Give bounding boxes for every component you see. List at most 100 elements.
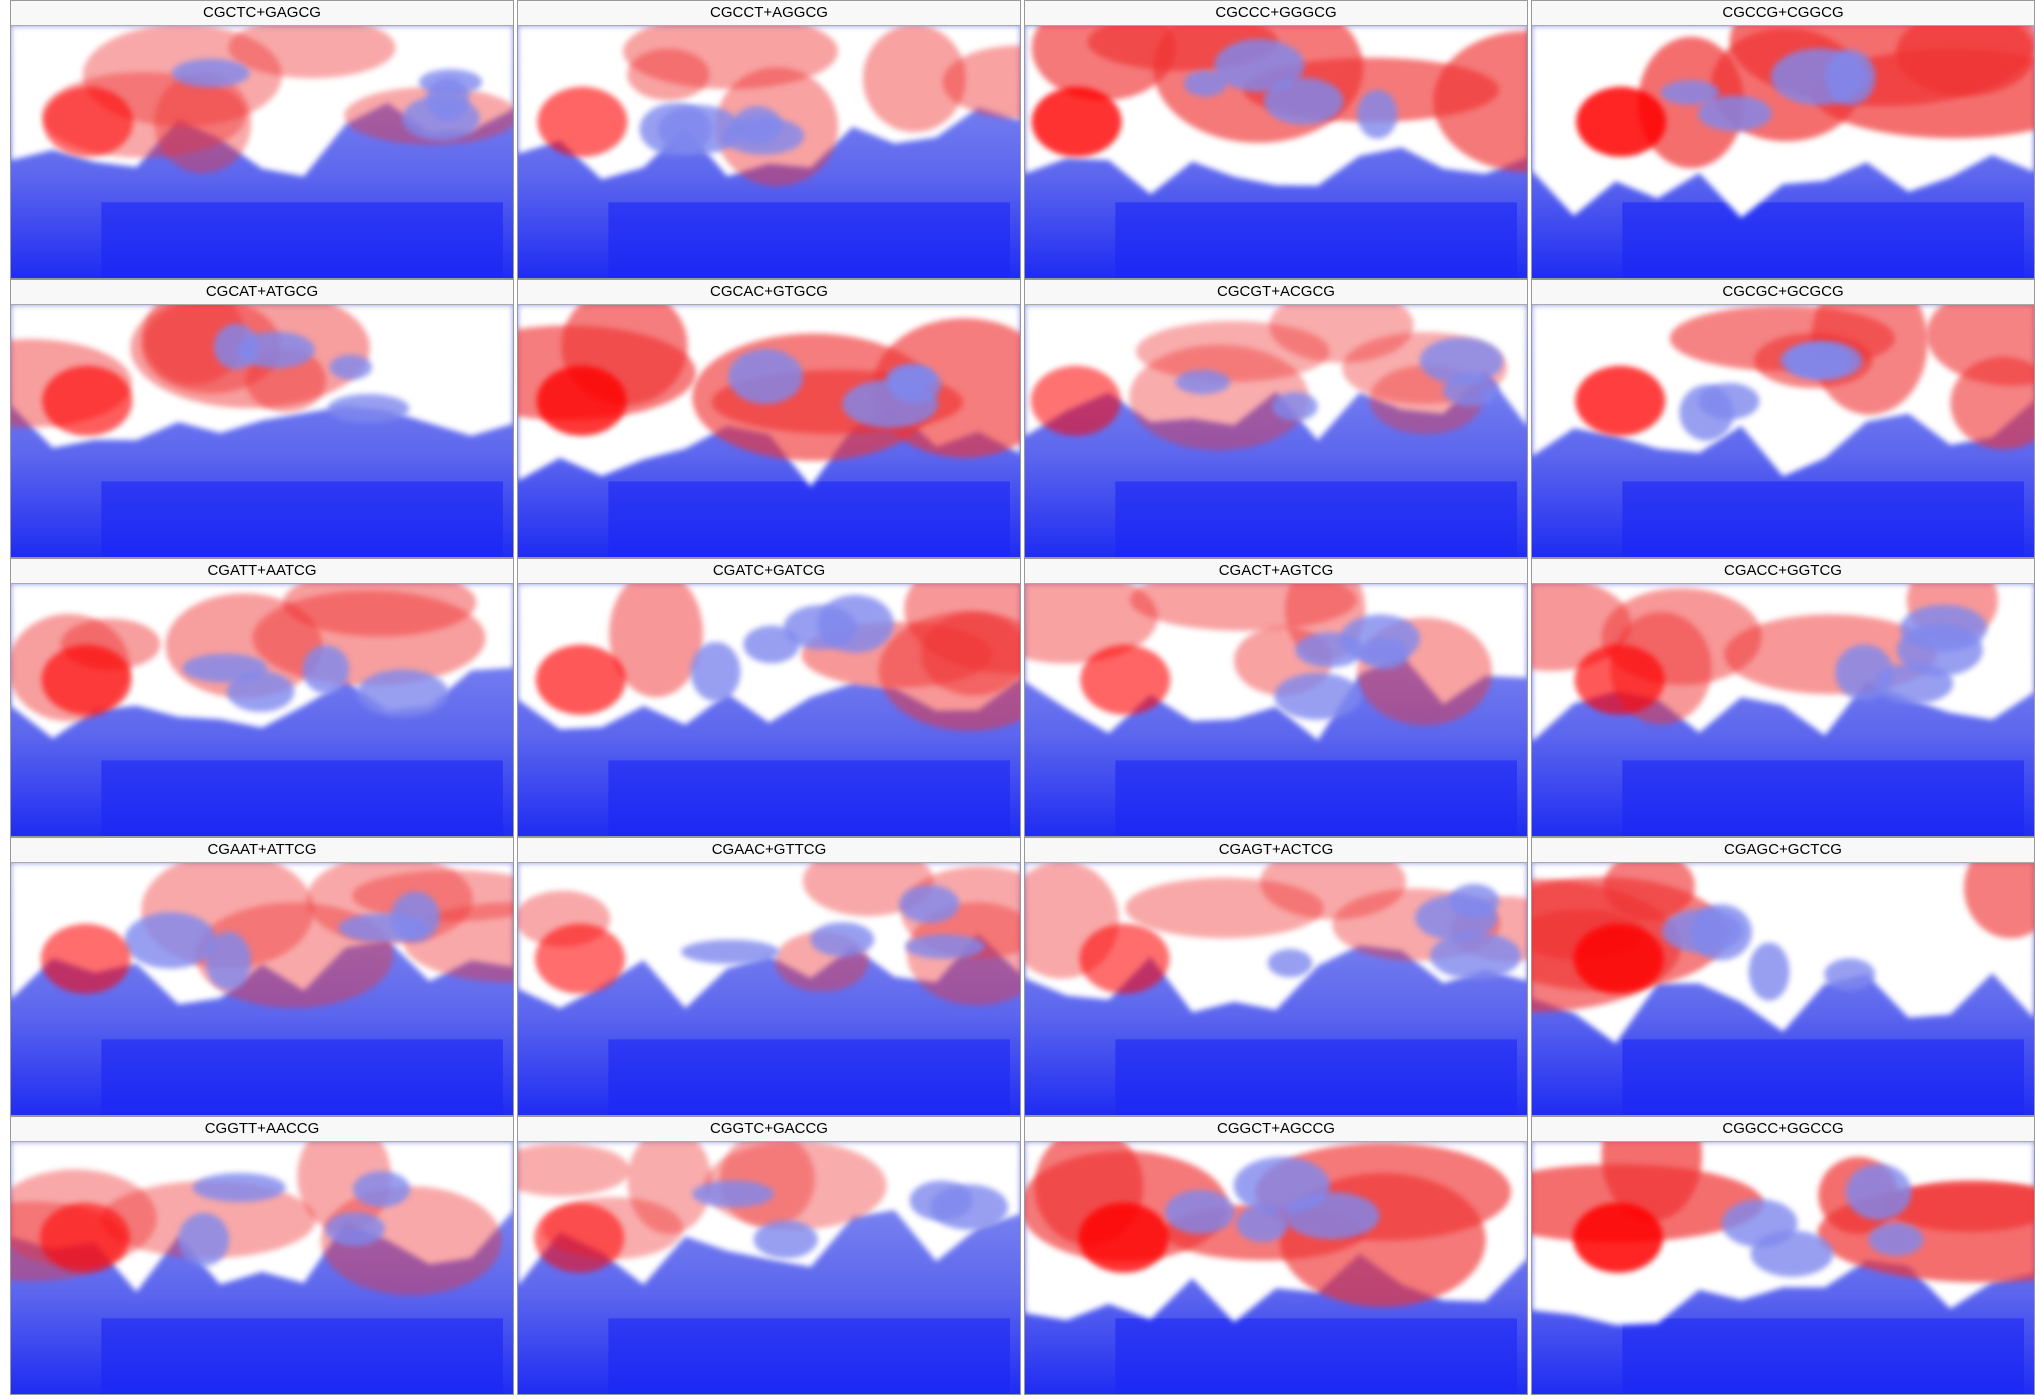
red-core <box>42 365 133 436</box>
panel: CGGTC+GACCG <box>517 1116 1021 1395</box>
blue-patch <box>639 102 713 156</box>
panel-label: CGCAT+ATGCG <box>11 280 513 305</box>
panel-label: CGCGT+ACGCG <box>1025 280 1527 305</box>
blue-patch <box>1236 1205 1289 1243</box>
dark-band <box>1115 481 1517 557</box>
red-core <box>40 923 131 994</box>
red-region <box>1260 863 1407 920</box>
blue-patch <box>690 641 741 702</box>
red-region <box>252 590 486 686</box>
panel: CGACT+AGTCG <box>1024 558 1528 837</box>
red-core <box>536 365 627 436</box>
panel-label: CGAAT+ATTCG <box>11 838 513 863</box>
heatmap-image <box>11 863 513 1115</box>
red-region <box>1926 305 2034 386</box>
red-region <box>297 1142 392 1233</box>
panel: CGAAT+ATTCG <box>10 837 514 1116</box>
red-core <box>1031 86 1122 157</box>
panel: CGCCC+GGGCG <box>1024 0 1528 279</box>
blue-patch <box>1679 384 1734 441</box>
blue-patch <box>205 931 252 991</box>
dark-band <box>608 1039 1010 1115</box>
blue-patch <box>1786 341 1863 380</box>
red-core <box>1573 923 1664 994</box>
blue-patch <box>681 939 780 964</box>
heatmap-image <box>1025 1142 1527 1394</box>
panel-label: CGCAC+GTGCG <box>518 280 1020 305</box>
blue-patch <box>1360 637 1409 670</box>
dark-band <box>608 481 1010 557</box>
panel: CGCGC+GCGCG <box>1531 279 2035 558</box>
panel: CGCCG+CGGCG <box>1531 0 2035 279</box>
heatmap-image <box>1532 305 2034 557</box>
heatmap-image <box>11 584 513 836</box>
panel: CGATT+AATCG <box>10 558 514 837</box>
dark-band <box>1115 1039 1517 1115</box>
panel-label: CGCCC+GGGCG <box>1025 1 1527 26</box>
dark-band <box>1622 1039 2024 1115</box>
red-region <box>518 1143 630 1197</box>
blue-patch <box>178 1213 230 1267</box>
red-core <box>1030 365 1121 436</box>
heatmap-image <box>1532 863 2034 1115</box>
dark-band <box>1622 481 2024 557</box>
red-core <box>1576 86 1667 157</box>
red-core <box>40 1202 130 1273</box>
red-region <box>1269 305 1414 363</box>
blue-patch <box>1874 663 1954 704</box>
panel: CGGCC+GGCCG <box>1531 1116 2035 1395</box>
heatmap-image <box>518 584 1020 836</box>
panel: CGCCT+AGGCG <box>517 0 1021 279</box>
blue-patch <box>357 669 449 718</box>
red-core <box>534 1202 625 1273</box>
red-core <box>1573 1202 1663 1273</box>
blue-patch <box>728 348 804 405</box>
blue-patch <box>905 934 985 959</box>
blue-patch <box>1357 89 1398 139</box>
heatmap-image <box>1025 584 1527 836</box>
blue-patch <box>182 653 268 683</box>
blue-patch <box>1824 49 1876 106</box>
panel-label: CGCTC+GAGCG <box>11 1 513 26</box>
red-core <box>537 86 628 157</box>
panel: CGATC+GATCG <box>517 558 1021 837</box>
dark-band <box>608 202 1010 278</box>
dark-band <box>1115 1318 1517 1394</box>
heatmap-image <box>11 305 513 557</box>
blue-patch <box>899 885 960 924</box>
heatmap-image <box>1532 1142 2034 1394</box>
blue-patch <box>816 594 894 653</box>
red-core <box>1078 1202 1169 1273</box>
panel-label: CGAGT+ACTCG <box>1025 838 1527 863</box>
panel: CGCGT+ACGCG <box>1024 279 1528 558</box>
red-region <box>1129 584 1357 631</box>
blue-patch <box>1697 95 1772 132</box>
red-region <box>862 26 966 133</box>
blue-patch <box>1214 39 1305 92</box>
blue-patch <box>1748 942 1790 1001</box>
panel-label: CGAAC+GTTCG <box>518 838 1020 863</box>
panel: CGGCT+AGCCG <box>1024 1116 1528 1395</box>
red-core <box>1574 644 1665 715</box>
panel-label: CGGTC+GACCG <box>518 1117 1020 1142</box>
blue-patch <box>1272 392 1318 421</box>
dark-band <box>101 760 503 836</box>
blue-patch <box>327 394 410 423</box>
blue-patch <box>810 922 875 957</box>
red-core <box>1079 923 1170 994</box>
blue-patch <box>1183 70 1228 97</box>
blue-patch <box>390 891 440 943</box>
dark-band <box>101 1318 503 1394</box>
red-region <box>1883 1180 2034 1232</box>
blue-patch <box>1284 1192 1380 1240</box>
dark-band <box>608 1318 1010 1394</box>
blue-patch <box>1449 883 1500 918</box>
dark-band <box>608 760 1010 836</box>
blue-patch <box>302 645 350 694</box>
panel: CGACC+GGTCG <box>1531 558 2035 837</box>
blue-patch <box>1824 958 1876 991</box>
red-region <box>1810 305 1928 415</box>
blue-patch <box>1274 672 1362 720</box>
heatmap-image <box>1532 584 2034 836</box>
